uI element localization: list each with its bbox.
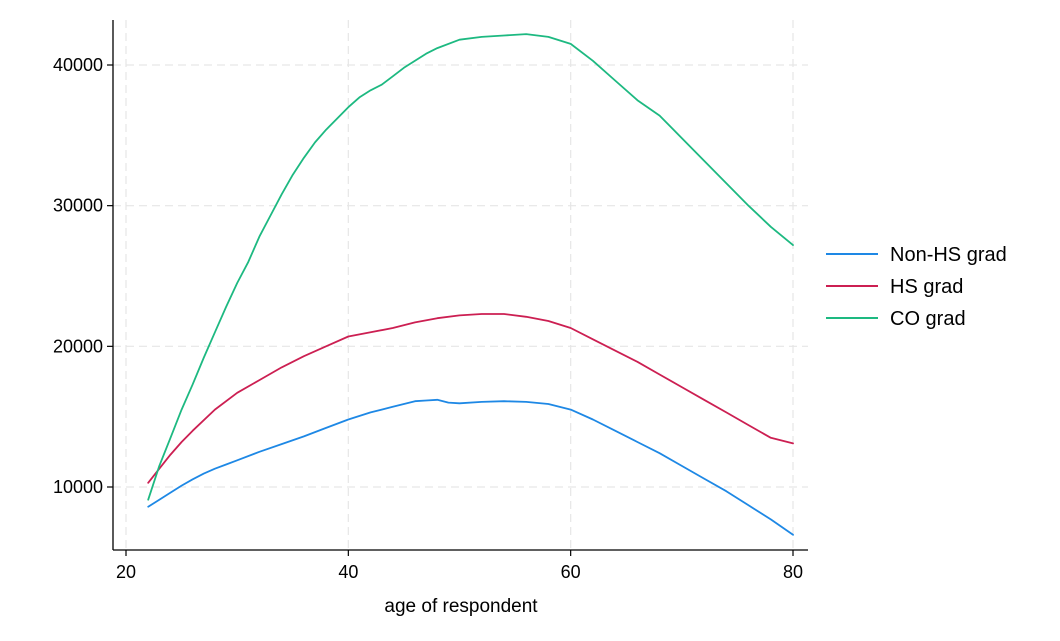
legend-label-co-grad: CO grad: [890, 308, 966, 330]
x-tick-label: 60: [561, 562, 581, 582]
ticks-layer: 10000 20000 30000 40000 20 40 60 80: [53, 55, 803, 582]
y-tick-label: 40000: [53, 55, 103, 75]
y-tick-label: 30000: [53, 196, 103, 216]
series-layer: [147, 33, 794, 536]
series-line-hs-grad: [147, 313, 794, 484]
grid-layer: [113, 20, 808, 550]
legend-label-hs-grad: HS grad: [890, 276, 963, 298]
y-tick-label: 20000: [53, 336, 103, 356]
legend-label-non-hs-grad: Non-HS grad: [890, 244, 1007, 266]
x-tick-label: 40: [338, 562, 358, 582]
series-line-non-hs-grad: [147, 398, 794, 536]
x-tick-label: 20: [116, 562, 136, 582]
series-line-co-grad: [147, 33, 794, 501]
legend: Non-HS grad HS grad CO grad: [826, 244, 1007, 330]
y-tick-label: 10000: [53, 477, 103, 497]
x-tick-label: 80: [783, 562, 803, 582]
axes-layer: [112, 20, 808, 551]
x-axis-title: age of respondent: [384, 596, 538, 617]
